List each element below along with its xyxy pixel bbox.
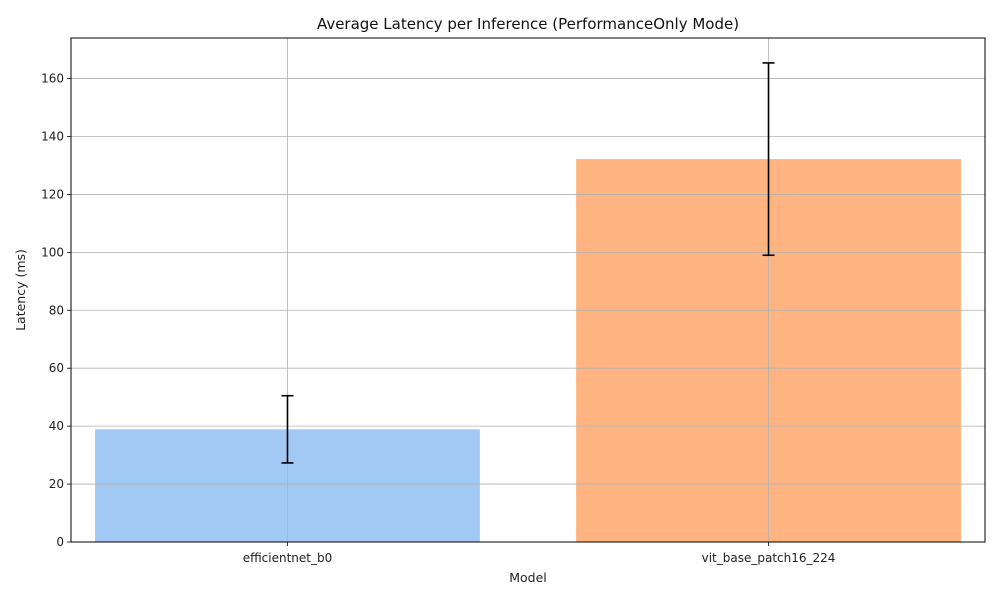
plot-area: 0 20 40 60 80 100 120 140 160 efficientnet_b0 vit_…: [41, 37, 986, 565]
y-tick-label-120: 120: [41, 187, 64, 201]
y-tick-label-20: 20: [49, 477, 64, 491]
y-tick-label-60: 60: [49, 361, 64, 375]
x-tick-label-vit_base_patch16_224: vit_base_patch16_224: [702, 551, 836, 565]
y-tick-label-40: 40: [49, 419, 64, 433]
y-tick-label-100: 100: [41, 245, 64, 259]
y-tick-label-80: 80: [49, 303, 64, 317]
y-tick-label-160: 160: [41, 72, 64, 86]
x-axis-label: Model: [509, 570, 547, 585]
y-tick-label-140: 140: [41, 129, 64, 143]
y-axis-label: Latency (ms): [13, 249, 28, 331]
y-tick-label-0: 0: [56, 535, 64, 549]
axes-frame: [70, 37, 986, 543]
x-tick-label-efficientnet_b0: efficientnet_b0: [243, 551, 333, 565]
chart-title: Average Latency per Inference (Performan…: [317, 15, 739, 33]
